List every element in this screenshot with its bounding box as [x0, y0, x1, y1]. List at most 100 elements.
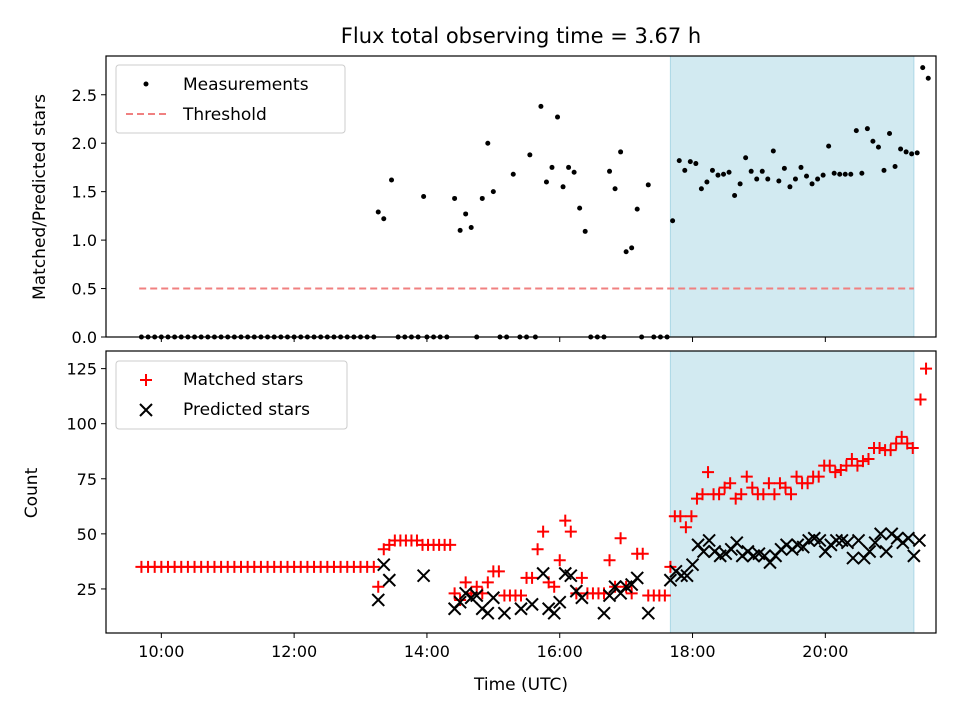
y-tick-label: 25	[77, 580, 97, 599]
measurement-point	[415, 334, 421, 340]
measurement-point	[898, 146, 904, 152]
matched-star-marker	[603, 554, 616, 567]
bottom-shaded-region	[669, 350, 915, 634]
measurement-point	[538, 103, 544, 109]
y-tick-label: 75	[77, 470, 97, 489]
measurement-point	[421, 194, 427, 199]
measurement-point	[870, 138, 876, 144]
measurement-point	[527, 152, 533, 158]
shaded-observing-window	[669, 350, 915, 634]
matched-star-marker	[444, 538, 457, 551]
measurement-point	[566, 164, 572, 170]
measurement-point	[571, 169, 577, 175]
measurement-point	[607, 168, 613, 174]
x-tick-label: 18:00	[669, 642, 715, 661]
predicted-star-marker	[730, 535, 744, 550]
y-tick-label: 2.5	[72, 86, 97, 105]
measurement-point	[704, 179, 710, 185]
measurement-point	[437, 334, 443, 340]
matched-star-marker	[564, 525, 577, 538]
bottom-axes: 10:00 12:00 14:00 16:00 18:00 20:00 25 50 75 100 1…	[66, 350, 937, 661]
matched-star-marker	[840, 459, 853, 472]
measurement-point	[245, 334, 251, 340]
measurement-point	[238, 334, 244, 340]
matched-star-marker	[762, 477, 775, 490]
measurement-point	[444, 334, 450, 340]
bottom-legend: Matched stars Predicted stars	[115, 360, 348, 430]
measurement-point	[152, 334, 158, 340]
measurement-point	[395, 334, 401, 340]
measurement-point	[582, 228, 588, 234]
predicted-star-marker	[680, 569, 694, 583]
measurement-point	[765, 176, 771, 182]
matched-star-marker	[884, 444, 897, 457]
predicted-star-marker	[470, 588, 484, 603]
measurement-point	[594, 334, 600, 340]
matched-star-marker	[785, 488, 798, 501]
measurement-point	[670, 218, 676, 224]
matched-star-marker	[636, 547, 649, 560]
predicted-star-marker	[851, 533, 866, 548]
measurement-point	[737, 181, 743, 187]
measurement-point	[743, 155, 749, 161]
matched-star-marker	[696, 488, 709, 501]
measurement-point	[324, 334, 330, 340]
measurement-point	[588, 334, 594, 340]
matched-star-marker	[873, 441, 886, 454]
matched-star-marker	[553, 554, 566, 567]
y-tick-label: 1.5	[72, 183, 97, 202]
matched-star-marker	[890, 437, 903, 450]
measurement-point	[748, 168, 754, 174]
predicted-star-marker	[912, 533, 927, 548]
measurement-point	[721, 171, 727, 177]
predicted-star-marker	[685, 557, 700, 572]
measurement-point	[165, 334, 171, 340]
matched-star-marker	[829, 466, 842, 479]
measurement-point	[231, 334, 237, 340]
matched-star-marker	[526, 571, 539, 584]
shaded-observing-window	[669, 55, 915, 338]
measurement-point	[612, 186, 618, 192]
matched-star-marker	[459, 576, 472, 589]
measurement-point	[809, 181, 815, 187]
predicted-star-marker	[868, 535, 882, 550]
measurement-point	[424, 334, 430, 340]
measurement-point	[284, 334, 290, 340]
measurement-point	[639, 334, 645, 340]
measurement-point	[781, 165, 787, 171]
matched-star-marker	[537, 525, 550, 538]
predicted-star-marker	[901, 531, 916, 545]
measurement-point	[629, 245, 635, 251]
measurement-point	[549, 164, 555, 170]
legend-measurements-marker	[143, 81, 149, 87]
x-tick-label: 16:00	[537, 642, 583, 661]
measurement-point	[842, 171, 848, 177]
predicted-star-marker	[702, 533, 716, 548]
axes-frame	[105, 350, 937, 634]
measurement-point	[657, 334, 663, 340]
measurement-point	[848, 171, 854, 177]
measurement-point	[770, 148, 776, 154]
predicted-star-marker	[377, 557, 391, 572]
measurement-point	[198, 334, 204, 340]
measurement-point	[402, 334, 408, 340]
legend-predicted-label: Predicted stars	[183, 400, 310, 420]
measurement-point	[468, 225, 474, 231]
measurement-point	[291, 334, 297, 340]
measurement-point	[304, 334, 310, 340]
measurement-point	[798, 164, 804, 170]
legend-threshold-label: Threshold	[182, 105, 267, 125]
bottom-y-axis-label: Count	[22, 467, 42, 518]
measurement-point	[853, 128, 859, 134]
matched-star-marker	[768, 488, 781, 501]
measurement-point	[837, 171, 843, 177]
matched-star-marker	[559, 514, 572, 527]
measurement-point	[892, 163, 898, 169]
measurement-point	[792, 176, 798, 182]
measurement-point	[623, 249, 629, 255]
measurement-point	[634, 206, 640, 212]
matched-star-marker	[895, 430, 908, 443]
measurement-point	[881, 167, 887, 173]
measurement-point	[278, 334, 284, 340]
matched-star-marker	[492, 565, 505, 578]
